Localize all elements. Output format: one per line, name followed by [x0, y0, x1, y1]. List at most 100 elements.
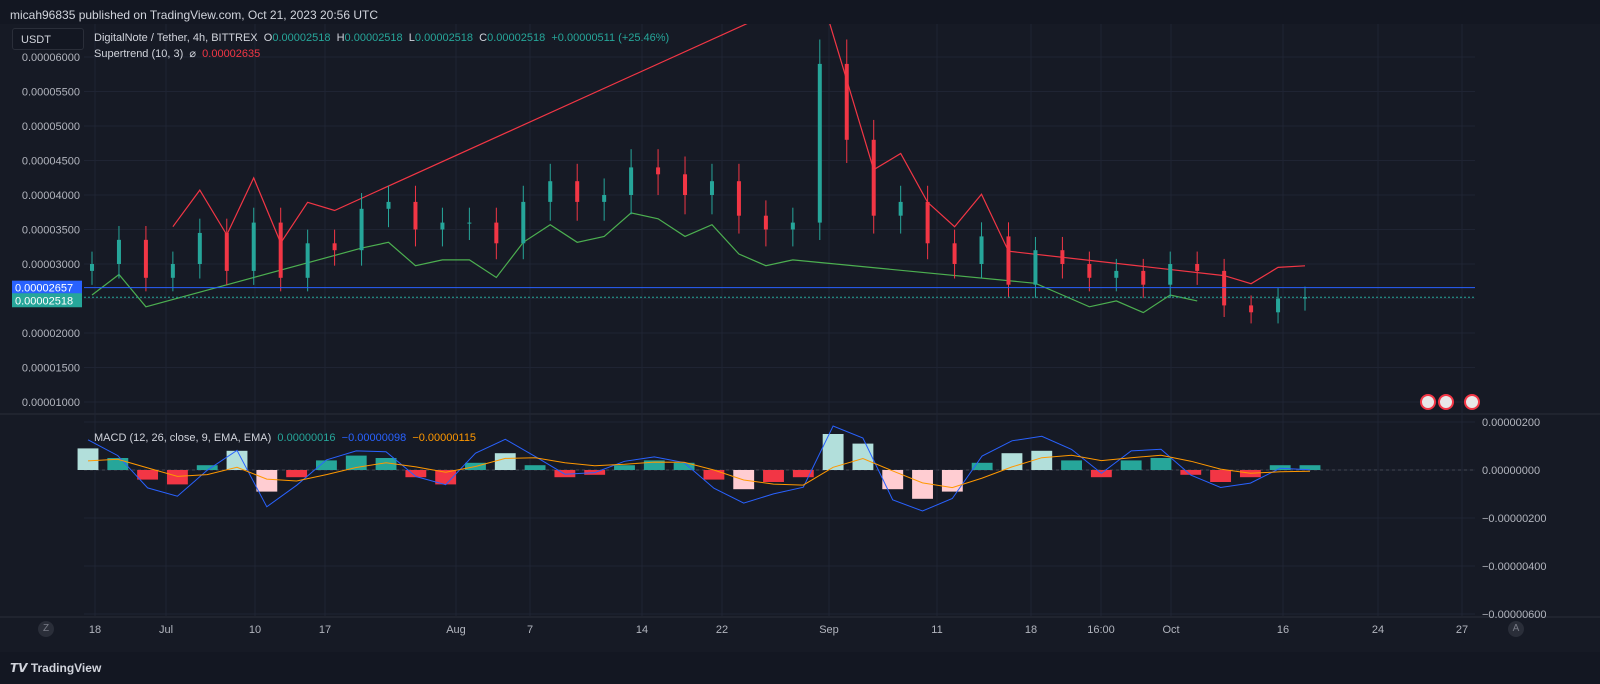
- close-label: C: [479, 32, 488, 44]
- time-tick-label: 7: [527, 624, 533, 636]
- candle-body: [952, 243, 957, 264]
- chart-svg[interactable]: 0.00006000 0.00005500 0.00005000 0.00004500…: [0, 24, 1600, 652]
- symbol-label: DigitalNote / Tether, 4h, BITTREX: [94, 32, 258, 44]
- supertrend-down-line: [172, 24, 1306, 285]
- macd-hist-bar: [226, 450, 248, 470]
- price-tick-label: 0.00006000: [22, 52, 80, 64]
- candle-body: [305, 243, 310, 278]
- macd-hist-bar: [494, 453, 516, 470]
- candle-body: [1168, 264, 1173, 285]
- macd-hist-bar: [763, 470, 784, 482]
- footer-bar: 𝙏𝙑 TradingView: [0, 652, 1600, 684]
- z-button[interactable]: Z: [38, 621, 54, 637]
- macd-hist-bar: [912, 470, 933, 499]
- low-label: L: [408, 32, 415, 44]
- candle-body: [116, 239, 121, 264]
- macd-line: [87, 425, 1311, 512]
- macd-hist-value: 0.00000016: [277, 432, 336, 444]
- macd-hist-bar: [405, 470, 427, 478]
- macd-legend: MACD (12, 26, close, 9, EMA, EMA) 0.0000…: [94, 432, 476, 444]
- chart-area[interactable]: 0.00006000 0.00005500 0.00005000 0.00004500…: [0, 24, 1600, 652]
- macd-hist-bar: [554, 470, 576, 478]
- tradingview-logo[interactable]: 𝙏𝙑 TradingView: [10, 661, 101, 675]
- candle-body: [1249, 305, 1254, 313]
- candle-body: [979, 236, 984, 264]
- candle-body: [683, 174, 688, 195]
- candle-body: [251, 222, 256, 271]
- time-tick-label: Oct: [1162, 624, 1179, 636]
- macd-lines: [87, 425, 1311, 512]
- macd-label: MACD (12, 26, close, 9, EMA, EMA): [94, 432, 272, 444]
- us-flag-event-icon[interactable]: [1464, 394, 1480, 410]
- macd-hist-bar: [1150, 458, 1172, 470]
- price-tick-label: 0.00001500: [22, 363, 80, 375]
- macd-hist-bar: [196, 465, 218, 470]
- tradingview-logo-icon: 𝙏𝙑: [10, 661, 31, 675]
- candle-body: [898, 201, 903, 216]
- axes: 0.00006000 0.00005500 0.00005000 0.00004500…: [12, 52, 1547, 636]
- currency-selector[interactable]: USDT: [12, 28, 84, 50]
- us-flag-event-icon[interactable]: [1420, 394, 1436, 410]
- candles: [90, 39, 1307, 324]
- candle-body: [629, 167, 634, 195]
- time-tick-label: Aug: [446, 624, 466, 636]
- open-label: O: [263, 32, 273, 44]
- macd-hist-bar: [137, 470, 159, 480]
- price-tick-label: 0.00004000: [22, 190, 80, 202]
- macd-tick-label: −0.00000400: [1482, 561, 1547, 573]
- candle-body: [709, 181, 714, 195]
- macd-line-value: −0.00000098: [341, 432, 407, 444]
- auto-scale-button[interactable]: A: [1508, 621, 1524, 637]
- time-tick-label: 16: [1277, 624, 1289, 636]
- price-tick-label: 0.00002000: [22, 328, 80, 340]
- macd-tick-label: 0.00000200: [1482, 417, 1540, 429]
- candle-body: [575, 181, 580, 202]
- signal-line: [87, 454, 1311, 489]
- macd-hist-bar: [166, 470, 188, 485]
- macd-hist-bar: [77, 448, 99, 470]
- macd-hist-bar: [1031, 450, 1053, 470]
- candle-body: [1195, 264, 1200, 271]
- candle-body: [871, 139, 876, 216]
- macd-hist-bar: [1061, 460, 1082, 470]
- close-value: 0.00002518: [487, 32, 546, 44]
- candle-body: [763, 215, 768, 230]
- macd-hist-bar: [256, 470, 278, 492]
- time-tick-label: 11: [931, 624, 942, 636]
- current-price-text: 0.00002657: [15, 283, 73, 295]
- macd-tick-label: −0.00000200: [1482, 513, 1547, 525]
- candle-body: [602, 195, 607, 202]
- time-tick-label: 18: [1025, 624, 1037, 636]
- candle-body: [925, 201, 930, 244]
- candle-body: [386, 201, 391, 209]
- macd-hist-bar: [1180, 470, 1202, 475]
- time-tick-label: Sep: [819, 624, 839, 636]
- grid: [0, 24, 1600, 618]
- macd-hist-bar: [852, 443, 874, 470]
- time-tick-label: 10: [249, 624, 261, 636]
- candle-body: [1087, 264, 1092, 278]
- price-tick-label: 0.00003500: [22, 225, 80, 237]
- supertrend-label: Supertrend (10, 3): [94, 48, 184, 60]
- macd-hist-bar: [435, 470, 457, 485]
- macd-hist-bar: [971, 462, 993, 470]
- time-tick-label: 14: [636, 624, 648, 636]
- time-tick-label: 17: [319, 624, 331, 636]
- time-tick-label: 22: [716, 624, 728, 636]
- macd-hist-bar: [792, 470, 814, 478]
- change-value: +0.00000511 (+25.46%): [551, 32, 670, 44]
- macd-hist-bar: [822, 434, 844, 470]
- price-tick-label: 0.00003000: [22, 259, 80, 271]
- macd-hist-bar: [703, 470, 725, 480]
- last-price-tag: [12, 293, 82, 308]
- time-tick-label: 24: [1372, 624, 1384, 636]
- macd-hist-bar: [375, 458, 397, 470]
- us-flag-event-icon[interactable]: [1438, 394, 1454, 410]
- macd-hist-bar: [673, 462, 695, 470]
- main-legend: DigitalNote / Tether, 4h, BITTREX O 0.000…: [94, 32, 669, 44]
- candle-body: [1060, 250, 1065, 264]
- macd-signal-value: −0.00000115: [412, 432, 477, 444]
- time-tick-label: Jul: [159, 624, 173, 636]
- macd-hist-bar: [643, 460, 665, 470]
